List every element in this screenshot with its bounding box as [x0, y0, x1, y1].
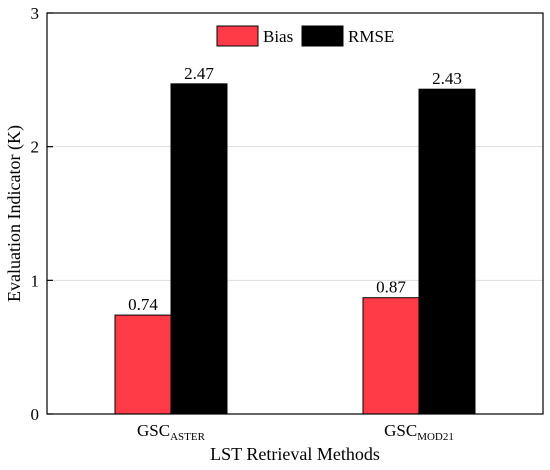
legend-swatch-bias	[216, 25, 259, 47]
category-subscript-text: MOD21	[417, 431, 454, 443]
y-axis-ticks: 0 1 2 3	[31, 4, 53, 424]
legend-swatch-rmse	[301, 25, 344, 47]
category-main-text: GSC	[137, 421, 170, 440]
data-label-rmse-2: 2.43	[432, 69, 462, 88]
x-axis-categories: GSCASTER GSCMOD21	[137, 408, 454, 443]
plot-frame	[46, 12, 544, 415]
data-label-bias-1: 0.74	[128, 295, 158, 314]
bar-rmse-2	[418, 88, 476, 415]
category-subscript-text: ASTER	[170, 431, 206, 443]
y-tick-label: 0	[31, 405, 40, 424]
legend-label-rmse: RMSE	[348, 27, 394, 46]
y-tick-label: 2	[31, 138, 40, 157]
bars	[114, 83, 476, 415]
legend-label-bias: Bias	[263, 27, 293, 46]
y-axis-label: Evaluation Indicator (K)	[4, 125, 25, 302]
legend: Bias RMSE	[216, 25, 394, 47]
y-tick-label: 3	[31, 4, 40, 23]
data-label-bias-2: 0.87	[376, 278, 406, 297]
y-tick-label: 1	[31, 271, 40, 290]
x-category-label: GSCASTER	[137, 421, 206, 443]
category-main-text: GSC	[384, 421, 417, 440]
x-category-label: GSCMOD21	[384, 421, 454, 443]
bar-rmse-1	[170, 83, 228, 415]
data-label-rmse-1: 2.47	[184, 64, 214, 83]
data-labels: 0.74 2.47 0.87 2.43	[128, 64, 462, 314]
bar-bias-1	[114, 314, 172, 415]
x-axis-label: LST Retrieval Methods	[210, 444, 380, 464]
bar-bias-2	[362, 297, 420, 415]
